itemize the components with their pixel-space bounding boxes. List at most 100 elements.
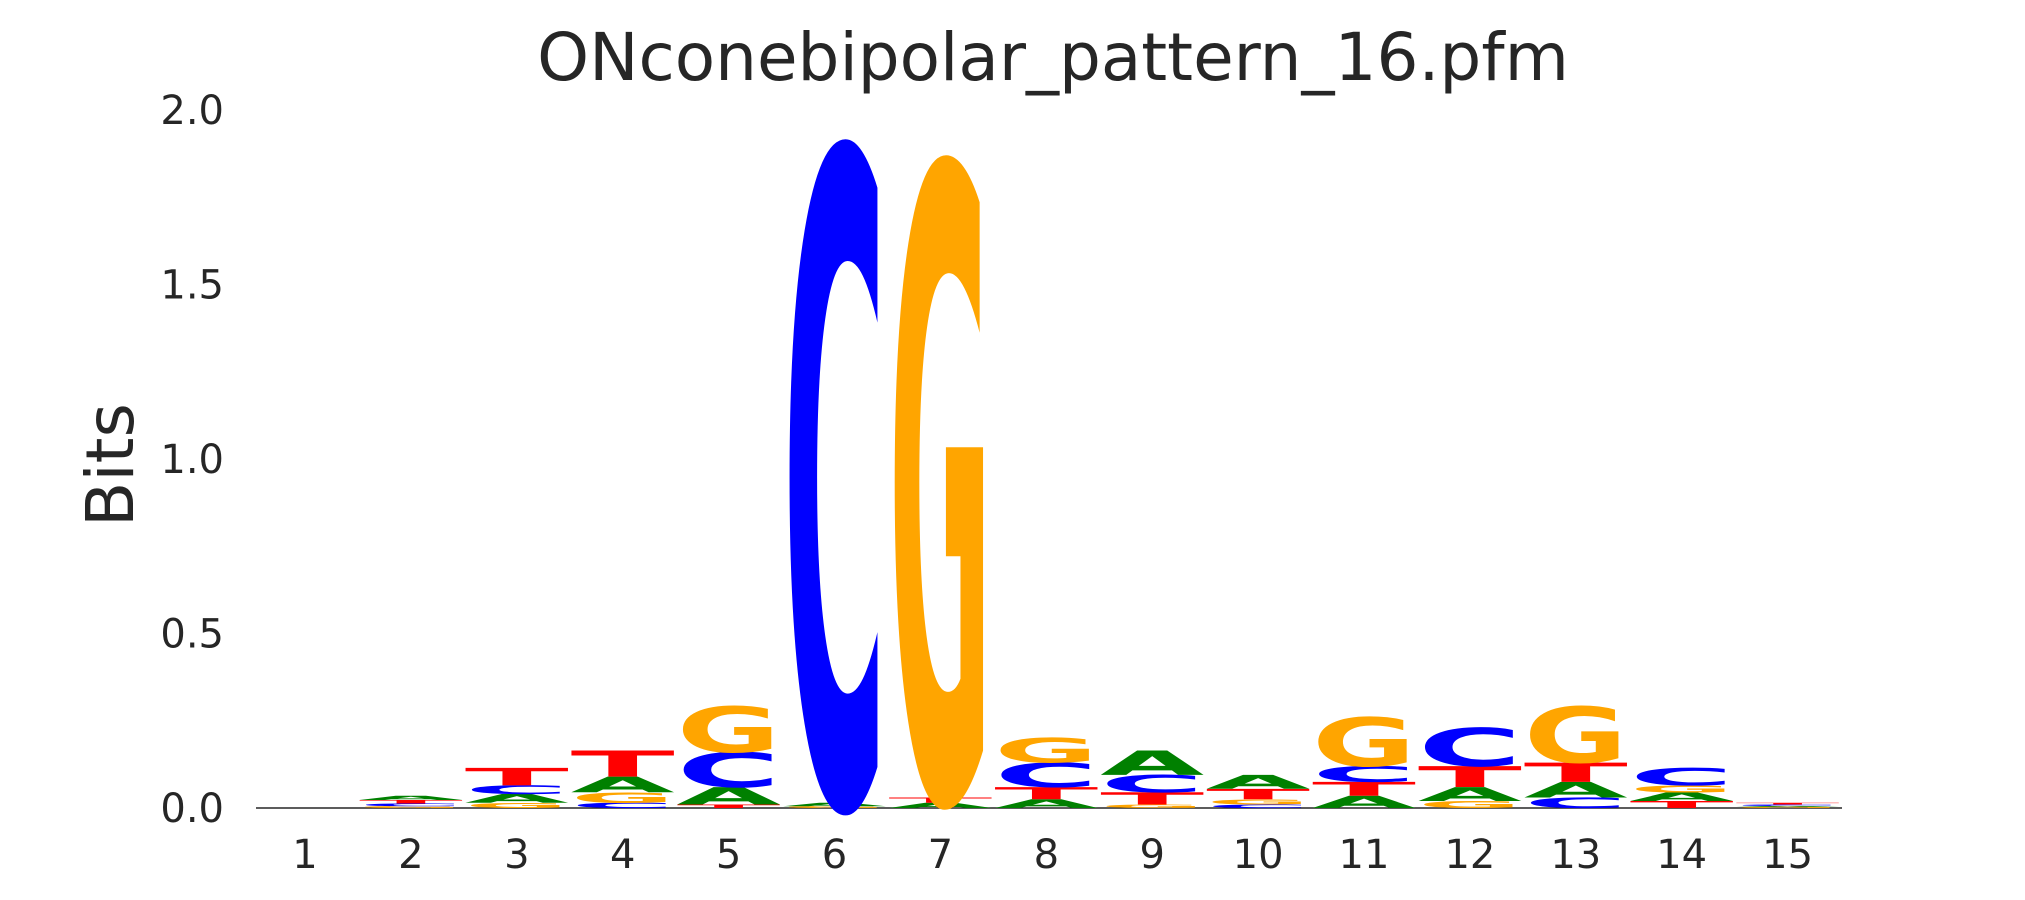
logo-letter-t: T [888,796,993,804]
svg-text:G: G [359,806,463,809]
logo-letter-a: A [994,797,1098,811]
svg-text:A: A [1736,806,1841,808]
svg-text:T: T [1418,760,1522,793]
logo-letter-a: A [1524,778,1628,803]
y-tick-label: 1.0 [160,437,224,483]
svg-text:A: A [465,792,569,806]
x-tick-label: 2 [398,832,423,878]
logo-letter-a: A [1630,790,1734,804]
logo-letter-t: T [1206,786,1310,803]
svg-text:A: A [994,797,1098,811]
x-tick-label: 7 [928,832,953,878]
x-tick-label: 3 [504,832,529,878]
svg-text:G: G [1206,798,1310,806]
logo-letter-c: C [1100,770,1204,798]
svg-text:T: T [994,784,1098,804]
svg-text:T: T [1630,799,1734,810]
svg-text:G: G [677,694,781,767]
svg-text:C: C [783,0,887,900]
svg-text:A: A [1524,778,1628,803]
logo-letter-c: C [465,783,569,797]
logo-letter-t: T [1736,802,1840,805]
logo-letter-a: A [1206,771,1310,793]
svg-text:T: T [465,763,569,791]
logo-letter-g: G [571,790,675,807]
svg-text:A: A [1100,744,1204,783]
svg-text:G: G [1312,704,1416,782]
svg-text:G: G [1418,799,1522,810]
svg-text:A: A [359,795,464,802]
logo-letter-g: G [888,0,992,900]
y-axis-label: Bits [72,403,149,527]
svg-text:T: T [1524,757,1629,788]
logo-letter-t: T [1524,757,1629,788]
logo-letter-t: T [1312,778,1416,800]
svg-text:T: T [1736,802,1840,805]
logo-letter-t: T [1630,799,1734,810]
logo-letter-a: A [677,782,781,810]
logo-letter-c: C [359,803,463,807]
logo-letter-c: C [1206,804,1310,810]
svg-text:G: G [888,0,992,900]
svg-text:C: C [1206,804,1310,810]
svg-text:A: A [1630,790,1734,804]
logo-letter-g: G [359,806,463,809]
logo-letter-a: A [888,801,993,809]
x-tick-label: 4 [610,832,635,878]
svg-text:T: T [888,796,993,804]
svg-text:G: G [783,806,887,809]
logo-letter-t: T [994,784,1098,804]
logo-letter-c: C [1418,718,1522,779]
logo-letter-t: T [359,799,463,805]
svg-text:G: G [1524,692,1628,781]
svg-text:G: G [1630,784,1734,795]
svg-text:C: C [465,783,569,797]
logo-letter-g: G [1524,692,1628,781]
logo-letter-t: T [1418,760,1522,793]
logo-letter-a: A [359,795,464,802]
svg-text:G: G [465,801,569,809]
logo-letter-a: A [1736,806,1841,808]
svg-text:A: A [677,782,781,810]
svg-text:T: T [571,744,675,786]
logo-letter-c: C [1630,763,1734,791]
x-tick-label: 5 [716,832,741,878]
svg-text:C: C [359,803,463,807]
logo-letter-t: T [1100,789,1204,809]
svg-text:G: G [1736,807,1840,809]
svg-text:G: G [994,732,1098,771]
svg-text:A: A [783,802,888,808]
logo-letter-c: C [1524,795,1628,812]
svg-text:A: A [888,801,993,809]
logo-letter-g: G [783,806,887,809]
logo-letter-g: G [994,732,1098,771]
logo-letter-g: G [677,694,781,767]
svg-text:T: T [1100,789,1204,809]
svg-text:C: C [1418,718,1522,779]
logo-letter-a: A [1418,783,1522,805]
x-tick-label: 12 [1444,832,1495,878]
x-tick-label: 6 [822,832,847,878]
svg-text:A: A [571,772,675,797]
logo-letter-g: G [465,801,569,809]
svg-text:G: G [571,790,675,807]
y-tick-label: 2.0 [160,88,224,134]
svg-text:C: C [1524,795,1628,812]
y-axis-ticks: 0.0 0.5 1.0 1.5 2.0 [160,88,224,832]
logo-letter-t: T [465,763,569,791]
chart-title: ONconebipolar_pattern_16.pfm [537,19,1569,96]
svg-text:C: C [1100,770,1204,798]
x-tick-label: 8 [1034,832,1059,878]
x-tick-label: 1 [292,832,317,878]
logo-letter-c: C [1312,762,1416,787]
y-tick-label: 1.5 [160,263,224,309]
svg-text:T: T [359,799,463,805]
logo-letter-a: A [571,772,675,797]
logo-letter-c: C [1736,804,1840,806]
svg-text:C: C [1736,804,1840,806]
logo-letter-c: C [571,801,675,809]
logo-letter-t: T [571,744,675,786]
x-tick-label: 13 [1550,832,1601,878]
